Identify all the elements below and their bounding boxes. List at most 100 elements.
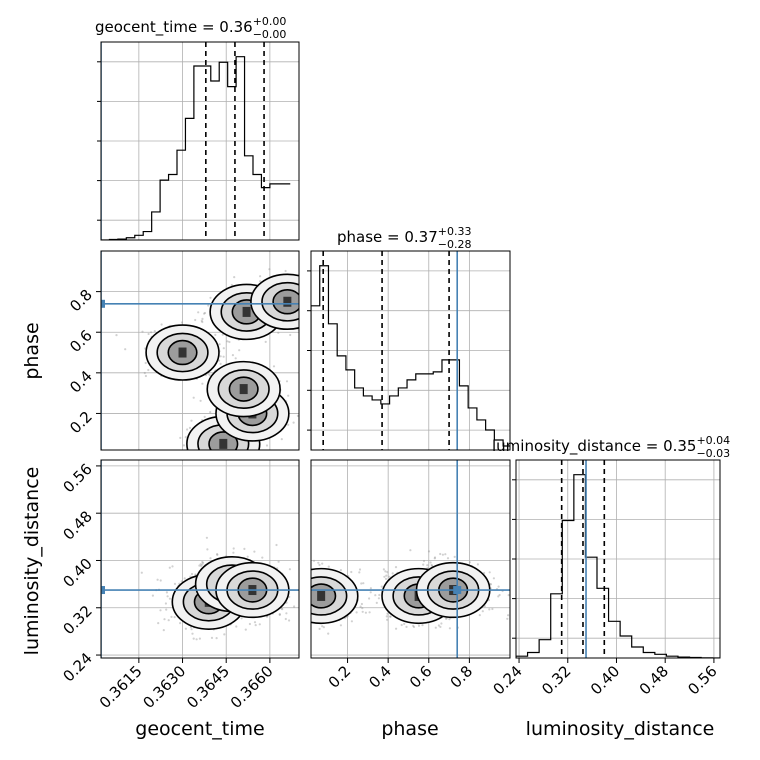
density-peak xyxy=(317,590,326,601)
sample-point xyxy=(307,563,309,565)
sample-point xyxy=(173,616,176,619)
sample-point xyxy=(446,557,450,560)
sample-point xyxy=(369,591,372,594)
sample-point xyxy=(264,451,266,453)
sample-point xyxy=(199,399,202,402)
sample-point xyxy=(439,625,442,629)
sample-point xyxy=(314,342,316,344)
sample-point xyxy=(302,591,304,593)
sample-point xyxy=(245,450,247,452)
sample-point xyxy=(400,623,403,627)
sample-point xyxy=(289,586,291,588)
sample-point xyxy=(223,633,226,636)
sample-point xyxy=(324,297,326,299)
sample-point xyxy=(306,314,308,316)
sample-point xyxy=(305,309,307,311)
sample-point xyxy=(201,563,204,566)
panel-border xyxy=(310,459,511,659)
truth-marker xyxy=(101,586,105,595)
sample-point xyxy=(318,627,321,631)
hist-phase xyxy=(311,251,510,450)
sample-point xyxy=(156,578,159,581)
sample-point xyxy=(389,615,392,618)
sample-point xyxy=(272,365,276,368)
sample-point xyxy=(194,573,197,576)
sample-point xyxy=(179,622,182,625)
sample-point xyxy=(305,600,307,602)
sample-point xyxy=(201,320,204,324)
sample-point xyxy=(233,469,235,471)
sample-point xyxy=(350,570,353,574)
sample-point xyxy=(287,394,290,397)
sample-point xyxy=(437,624,440,627)
sample-point xyxy=(306,587,308,589)
sample-point xyxy=(507,594,510,597)
ytick-label: 0.6 xyxy=(66,326,96,356)
ytick-label: 0.32 xyxy=(59,602,95,638)
sample-point xyxy=(203,311,207,315)
sample-point xyxy=(191,632,194,635)
xtick-label: 0.6 xyxy=(406,662,436,692)
sample-point xyxy=(358,568,362,571)
sample-point xyxy=(308,585,310,587)
sample-point xyxy=(282,618,284,620)
sample-point xyxy=(386,618,389,621)
sample-point xyxy=(304,590,306,592)
sample-point xyxy=(228,451,230,453)
sample-point xyxy=(151,594,154,597)
sample-point xyxy=(280,607,283,610)
sample-point xyxy=(203,452,205,454)
sample-point xyxy=(290,616,292,618)
sample-point xyxy=(326,290,328,292)
sample-point xyxy=(140,571,143,574)
sample-point xyxy=(163,618,166,621)
sample-point xyxy=(422,563,425,566)
sample-point xyxy=(301,603,303,605)
sample-point xyxy=(391,572,394,575)
histogram-step xyxy=(311,265,510,450)
sample-point xyxy=(308,597,310,599)
sample-point xyxy=(199,563,202,566)
sample-point xyxy=(306,593,308,595)
sample-point xyxy=(313,291,315,293)
sample-point xyxy=(303,311,305,313)
sample-point xyxy=(284,269,287,273)
sample-point xyxy=(318,563,321,567)
sample-point xyxy=(232,547,235,550)
sample-point xyxy=(219,355,222,358)
xtick-label: 0.32 xyxy=(538,662,574,698)
sample-point xyxy=(184,436,187,439)
sample-point xyxy=(476,563,479,566)
sample-point xyxy=(173,582,177,586)
sample-point xyxy=(201,382,204,385)
sample-point xyxy=(290,596,292,598)
sample-point xyxy=(222,355,225,358)
sample-point xyxy=(426,564,429,567)
sample-point xyxy=(281,608,284,611)
sample-point xyxy=(253,621,257,624)
sample-point xyxy=(506,617,509,620)
sample-point xyxy=(208,374,211,377)
sample-point xyxy=(186,428,189,431)
sample-point xyxy=(303,292,305,294)
sample-point xyxy=(202,561,205,565)
sample-point xyxy=(217,476,219,478)
title-phase-text: phase xyxy=(337,228,382,246)
sample-point xyxy=(147,332,150,336)
xtick-label: 0.40 xyxy=(587,662,623,698)
sample-point xyxy=(355,611,358,614)
scatter-luminosity_distance_vs_phase xyxy=(282,460,510,658)
sample-point xyxy=(253,550,256,553)
sample-point xyxy=(206,452,208,454)
title-geocent-time-text: geocent_time xyxy=(95,18,197,37)
ylabel-luminosity-distance: luminosity_distance xyxy=(21,467,43,656)
sample-point xyxy=(429,561,432,564)
sample-point xyxy=(303,299,305,301)
sample-point xyxy=(203,312,206,315)
sample-point xyxy=(180,321,184,324)
sample-point xyxy=(297,571,299,573)
sample-point xyxy=(491,607,494,611)
sample-point xyxy=(202,475,204,477)
sample-point xyxy=(321,562,324,565)
